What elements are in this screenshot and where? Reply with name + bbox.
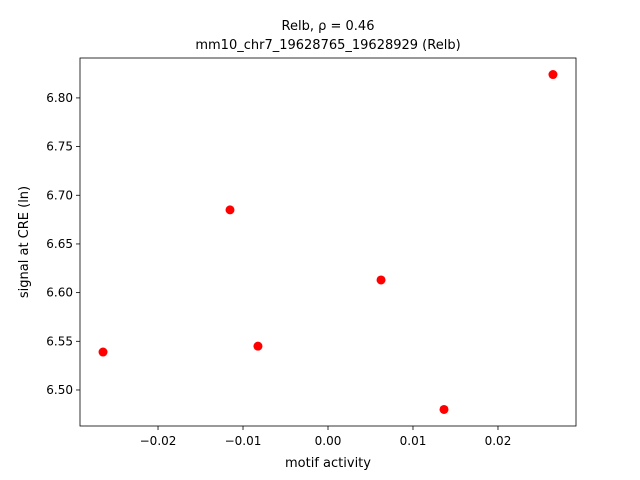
x-tick-label: −0.02 — [140, 434, 177, 448]
y-tick-label: 6.75 — [46, 140, 73, 154]
y-tick-label: 6.50 — [46, 383, 73, 397]
y-tick-label: 6.60 — [46, 286, 73, 300]
point — [98, 347, 108, 357]
y-tick-label: 6.55 — [46, 334, 73, 348]
x-tick-label: 0.01 — [400, 434, 427, 448]
y-tick-label: 6.65 — [46, 237, 73, 251]
chart-title: Relb, ρ = 0.46 — [282, 19, 375, 34]
x-tick-label: 0.00 — [315, 434, 342, 448]
x-tick-label: 0.02 — [485, 434, 512, 448]
y-tick-label: 6.70 — [46, 188, 73, 202]
point — [439, 404, 449, 414]
point — [548, 70, 558, 80]
point — [376, 275, 386, 285]
y-tick-label: 6.80 — [46, 91, 73, 105]
y-axis-label: signal at CRE (ln) — [17, 186, 32, 298]
x-tick-label: −0.01 — [225, 434, 262, 448]
point — [253, 341, 263, 351]
chart-subtitle: mm10_chr7_19628765_19628929 (Relb) — [195, 38, 460, 53]
plot-frame — [79, 57, 577, 427]
point — [225, 205, 235, 215]
x-axis-label: motif activity — [285, 456, 371, 471]
